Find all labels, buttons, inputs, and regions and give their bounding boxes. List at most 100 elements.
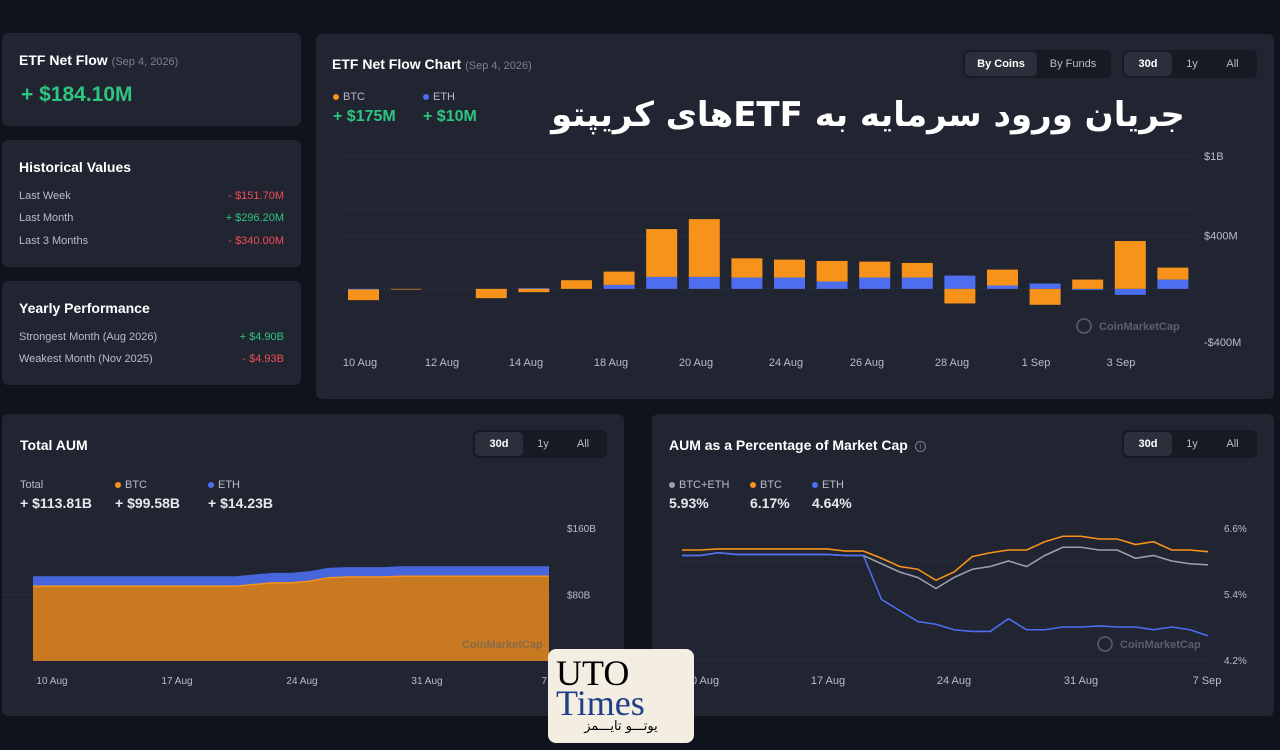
- x-tick-label: 10 Aug: [343, 357, 377, 369]
- eth-dot-icon: [423, 94, 429, 101]
- x-tick-label: 12 Aug: [425, 357, 459, 369]
- aum-card: Total AUM 30d 1y All Total + $113.81B BT…: [2, 414, 624, 716]
- range-1y-button[interactable]: 1y: [1186, 58, 1198, 70]
- x-tick-label: 24 Aug: [937, 675, 971, 687]
- flow-chart-card: ETF Net Flow Chart (Sep 4, 2026) By Coins…: [316, 34, 1274, 399]
- coins-funds-toggle: By Coins By Funds: [963, 50, 1111, 78]
- pct-legend-btc: BTC: [750, 479, 782, 491]
- bar-btc: [859, 261, 891, 278]
- x-tick-label: 20 Aug: [679, 357, 713, 369]
- aum-range-all-button[interactable]: All: [576, 438, 590, 450]
- btc-dot-icon: [115, 482, 121, 489]
- historical-row-value: + $296.20M: [225, 212, 284, 224]
- bar-btc: [1114, 241, 1146, 289]
- btceth-dot-icon: [669, 482, 675, 489]
- aum-range-30d-button[interactable]: 30d: [475, 432, 523, 456]
- aum-legend-btc-label: BTC: [125, 479, 147, 491]
- pct-legend-eth-value: 4.64%: [812, 495, 852, 511]
- bar-eth: [1157, 279, 1189, 289]
- y-tick-label: -$400M: [1204, 337, 1241, 349]
- flow-legend-eth: ETH: [423, 91, 455, 103]
- eth-dot-icon: [812, 482, 818, 489]
- bar-btc: [348, 289, 379, 301]
- aum-range-1y-button[interactable]: 1y: [537, 438, 549, 450]
- bar-eth: [518, 288, 550, 290]
- flow-range-toggle: 30d 1y All: [1122, 50, 1257, 78]
- pct-line-chart: 6.6%5.4%4.2%10 Aug 17 Aug 24 Aug 31 Aug 7 Se…: [677, 524, 1247, 687]
- range-all-button[interactable]: All: [1226, 58, 1239, 70]
- x-tick-label: 14 Aug: [509, 357, 543, 369]
- bar-eth: [1029, 283, 1061, 289]
- historical-row-label: Last 3 Months: [19, 235, 89, 247]
- yearly-title: Yearly Performance: [19, 300, 150, 316]
- yearly-row-value: - $4.93B: [242, 353, 284, 365]
- x-tick-label: 18 Aug: [594, 357, 628, 369]
- aum-legend-btc: BTC: [115, 479, 147, 491]
- pct-legend-btc-label: BTC: [760, 479, 782, 491]
- net-flow-card: ETF Net Flow (Sep 4, 2026) + $184.10M: [2, 33, 301, 126]
- bar-btc: [603, 271, 635, 285]
- bar-eth: [987, 285, 1018, 289]
- flow-legend-eth-label: ETH: [433, 91, 455, 103]
- line-btc-eth: [682, 546, 1209, 590]
- line-btc: [33, 575, 549, 587]
- x-tick-label: 10 Aug: [36, 676, 67, 687]
- watermark: CoinMarketCap: [462, 639, 543, 651]
- btc-dot-icon: [333, 94, 339, 101]
- pct-range-30d-button[interactable]: 30d: [1124, 432, 1172, 456]
- y-tick-label: $80B: [567, 591, 591, 602]
- logo-line3: یوتـــو تایـــمز: [584, 719, 658, 734]
- aum-legend-eth-value: + $14.23B: [208, 495, 273, 511]
- bar-btc: [1072, 279, 1104, 289]
- aum-legend-total: Total: [20, 479, 44, 491]
- line-eth: [682, 551, 1209, 637]
- aum-legend-eth-label: ETH: [218, 479, 240, 491]
- yearly-row-value: + $4.90B: [239, 331, 284, 343]
- bar-btc: [1157, 267, 1189, 280]
- historical-row-value: - $340.00M: [228, 235, 284, 247]
- bar-eth: [1072, 288, 1104, 290]
- area-btc: [33, 576, 549, 661]
- x-tick-label: 31 Aug: [411, 676, 442, 687]
- pct-title-text: AUM as a Percentage of Market Cap: [669, 437, 908, 453]
- bar-eth: [816, 281, 848, 289]
- yearly-card: Yearly Performance Strongest Month (Aug …: [2, 281, 301, 385]
- x-tick-label: 3 Sep: [1107, 357, 1136, 369]
- info-icon[interactable]: i: [914, 440, 926, 452]
- net-flow-title: ETF Net Flow (Sep 4, 2026): [19, 52, 178, 68]
- historical-row-label: Last Week: [19, 190, 71, 202]
- bar-btc: [987, 269, 1018, 286]
- bar-eth: [731, 277, 763, 289]
- flow-bar-chart: $1B $400M -$400M 10 Aug 12 Aug 14 Aug 18 Aug 20…: [340, 151, 1241, 369]
- cmc-logo-icon: [1097, 636, 1113, 652]
- x-tick-label: 7 Sep: [1193, 675, 1222, 687]
- bar-btc: [561, 280, 592, 289]
- bar-btc: [475, 288, 507, 299]
- y-tick-label: $160B: [567, 524, 596, 535]
- by-coins-button[interactable]: By Coins: [965, 52, 1037, 76]
- logo-line1: UTO: [556, 653, 630, 693]
- x-tick-label: 17 Aug: [161, 676, 192, 687]
- historical-row-value: - $151.70M: [228, 190, 284, 202]
- cmc-logo-icon: [1076, 318, 1092, 334]
- y-tick-label: 6.6%: [1224, 524, 1247, 535]
- bar-btc: [390, 288, 422, 290]
- yearly-row-label: Strongest Month (Aug 2026): [19, 331, 158, 343]
- pct-range-1y-button[interactable]: 1y: [1186, 438, 1198, 450]
- x-tick-label: 17 Aug: [811, 675, 845, 687]
- watermark: CoinMarketCap: [1099, 321, 1180, 333]
- historical-card: Historical Values Last Week - $151.70M L…: [2, 140, 301, 267]
- flow-chart-title: ETF Net Flow Chart (Sep 4, 2026): [332, 56, 532, 72]
- x-tick-label: 28 Aug: [935, 357, 969, 369]
- bar-eth: [944, 275, 976, 289]
- bar-eth: [774, 277, 805, 289]
- bar-btc: [688, 219, 720, 277]
- pct-range-all-button[interactable]: All: [1226, 438, 1239, 450]
- area-eth: [33, 566, 549, 587]
- y-tick-label: 5.4%: [1224, 590, 1247, 601]
- range-30d-button[interactable]: 30d: [1124, 52, 1172, 76]
- aum-legend-eth: ETH: [208, 479, 240, 491]
- pct-legend-eth-label: ETH: [822, 479, 844, 491]
- by-funds-button[interactable]: By Funds: [1049, 58, 1097, 70]
